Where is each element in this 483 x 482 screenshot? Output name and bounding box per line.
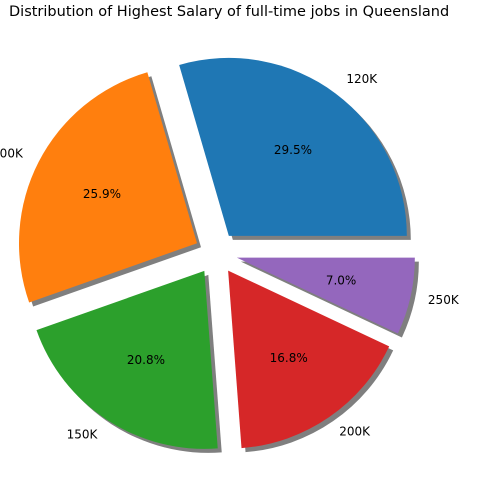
pie-labels: 120K 29.5% 100K 25.9% 150K 20.8% 200K 16.8% 250K… [0,72,460,442]
slice-label-200k: 200K [339,424,371,438]
slice-250k [236,257,415,334]
slice-label-120k: 120K [346,72,378,86]
pct-label-250k: 7.0% [326,273,357,287]
slice-120k [179,57,407,236]
slice-label-150k: 150K [67,427,99,441]
pie-slices [18,57,415,449]
slice-label-250k: 250K [428,293,460,307]
pct-label-150k: 20.8% [127,353,165,367]
pct-label-120k: 29.5% [274,143,312,157]
slice-150k [36,270,218,449]
chart-title: Distribution of Highest Salary of full-t… [9,4,450,20]
pct-label-100k: 25.9% [83,187,121,201]
pct-label-200k: 16.8% [270,351,308,365]
slice-label-100k: 100K [0,146,24,160]
slice-100k [18,72,197,303]
slice-200k [228,270,390,449]
